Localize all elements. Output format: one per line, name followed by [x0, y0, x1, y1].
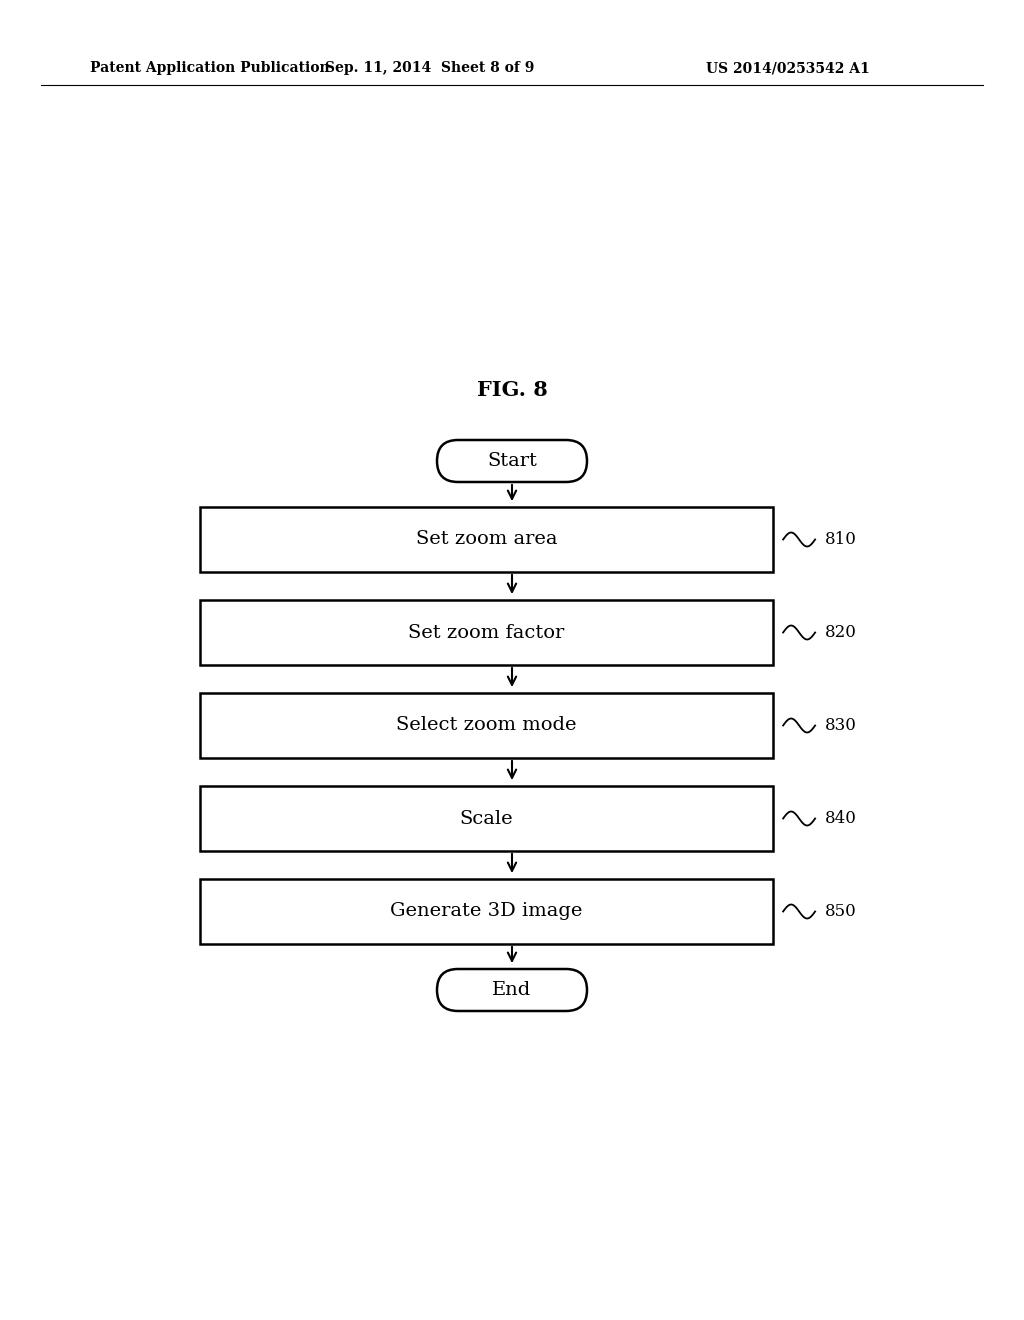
Text: 850: 850 — [825, 903, 857, 920]
Text: Start: Start — [487, 451, 537, 470]
Text: 840: 840 — [825, 810, 857, 828]
Text: FIG. 8: FIG. 8 — [476, 380, 548, 400]
Text: End: End — [493, 981, 531, 999]
Text: 820: 820 — [825, 624, 857, 642]
Text: Set zoom area: Set zoom area — [416, 531, 557, 549]
Text: Patent Application Publication: Patent Application Publication — [90, 61, 330, 75]
Bar — [200, 879, 773, 944]
Bar — [200, 601, 773, 665]
FancyBboxPatch shape — [437, 969, 587, 1011]
FancyBboxPatch shape — [437, 440, 587, 482]
Bar — [200, 785, 773, 851]
Text: 830: 830 — [825, 717, 857, 734]
Text: Select zoom mode: Select zoom mode — [396, 717, 577, 734]
Text: Sep. 11, 2014  Sheet 8 of 9: Sep. 11, 2014 Sheet 8 of 9 — [326, 61, 535, 75]
Text: Scale: Scale — [460, 809, 513, 828]
Text: Generate 3D image: Generate 3D image — [390, 903, 583, 920]
Bar — [200, 693, 773, 758]
Text: 810: 810 — [825, 531, 857, 548]
Text: US 2014/0253542 A1: US 2014/0253542 A1 — [707, 61, 870, 75]
Bar — [200, 507, 773, 572]
Text: Set zoom factor: Set zoom factor — [409, 623, 564, 642]
